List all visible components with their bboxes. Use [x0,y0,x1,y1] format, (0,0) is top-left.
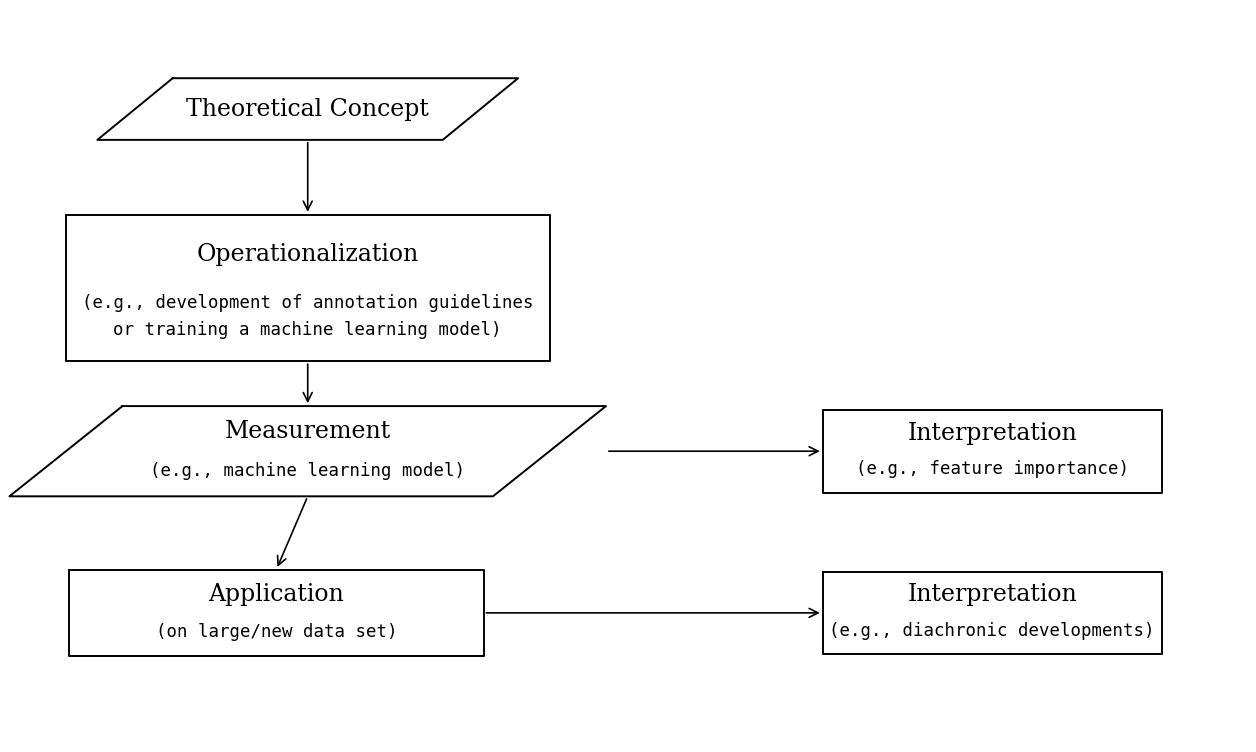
Polygon shape [69,570,484,656]
Text: Application: Application [208,583,344,605]
Text: (e.g., diachronic developments): (e.g., diachronic developments) [829,622,1156,640]
Polygon shape [823,410,1162,493]
Text: Interpretation: Interpretation [907,584,1078,606]
Text: (e.g., feature importance): (e.g., feature importance) [855,460,1129,478]
Polygon shape [823,572,1162,654]
Polygon shape [9,406,605,496]
Text: (on large/new data set): (on large/new data set) [156,623,397,641]
Text: (e.g., development of annotation guidelines
or training a machine learning model: (e.g., development of annotation guideli… [82,294,534,339]
Polygon shape [65,215,550,362]
Text: Theoretical Concept: Theoretical Concept [186,98,430,120]
Text: (e.g., machine learning model): (e.g., machine learning model) [151,462,465,480]
Text: Measurement: Measurement [225,420,391,443]
Text: Interpretation: Interpretation [907,422,1078,444]
Polygon shape [97,78,519,140]
Text: Operationalization: Operationalization [197,243,418,265]
